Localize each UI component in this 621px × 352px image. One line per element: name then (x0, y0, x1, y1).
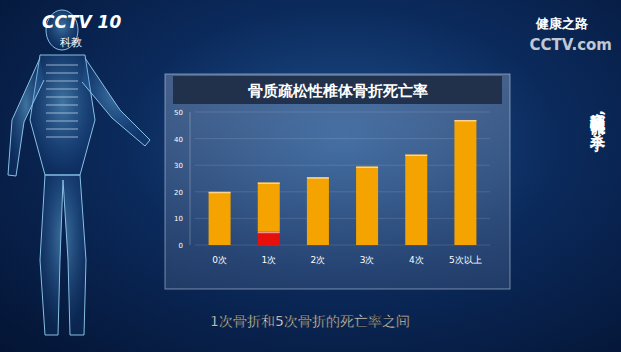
arm (8, 58, 44, 176)
y-tick-label: 30 (174, 162, 183, 170)
x-tick-label: 1次 (261, 255, 276, 265)
rib (46, 72, 78, 74)
channel-logo: CCTV 10 (42, 12, 121, 32)
site-logo: CCTV.com (530, 36, 612, 54)
program-name: 健康之路 (535, 16, 588, 31)
x-tick-label: 0次 (212, 255, 227, 265)
episode-title: 寂静的骨骼“杀手” (588, 100, 607, 138)
bar (405, 155, 427, 245)
y-tick-label: 10 (174, 215, 183, 223)
rib (46, 112, 78, 114)
title: 骨质疏松性椎体骨折死亡率 (248, 82, 428, 100)
rib (46, 136, 78, 138)
stage: {"chart_data": { "type": "bar", "title":… (0, 0, 621, 352)
x-tick-label: 5次以上 (449, 255, 482, 265)
y-tick-label: 0 (179, 242, 183, 250)
grid-line (195, 218, 490, 219)
bar-highlight (356, 167, 378, 169)
bars (209, 120, 477, 245)
caption: 1次骨折和5次骨折的死亡率之间 (210, 313, 410, 329)
bar (258, 182, 280, 231)
grid-line (195, 165, 490, 166)
bar (307, 177, 329, 245)
y-tick-label: 20 (174, 189, 183, 197)
bar (454, 120, 476, 245)
x-tick-label: 4次 (409, 255, 424, 265)
grid-line (195, 138, 490, 139)
panel (165, 74, 510, 289)
bar (209, 192, 231, 245)
bar-highlight (209, 192, 231, 194)
bar-highlight (454, 120, 476, 122)
bar-highlight (258, 232, 280, 234)
body-figure (8, 10, 150, 335)
legs (40, 175, 86, 335)
rib (46, 104, 78, 106)
rib (46, 80, 78, 82)
title-bar (173, 76, 502, 104)
bar-highlight (258, 182, 280, 184)
y-axis (190, 112, 191, 245)
rib (46, 96, 78, 98)
rib (46, 64, 78, 66)
bar (356, 167, 378, 245)
bar (258, 232, 280, 245)
grid-line (195, 245, 490, 246)
x-tick-label: 2次 (311, 255, 326, 265)
y-tick-label: 40 (174, 136, 183, 144)
y-tick-label: 50 (174, 109, 183, 117)
bar-highlight (405, 155, 427, 157)
bar-highlight (307, 177, 329, 179)
grid-line (195, 191, 490, 192)
channel-name: 科教 (60, 36, 82, 49)
rib (46, 128, 78, 130)
chart: 骨质疏松性椎体骨折死亡率 0 10 20 30 40 50 0次 1次 2次 3次 4次 5次以上 1次骨… (0, 0, 621, 352)
grid-line (195, 112, 490, 113)
rib (46, 120, 78, 122)
arm (82, 58, 150, 146)
rib (46, 88, 78, 90)
x-tick-label: 3次 (360, 255, 375, 265)
